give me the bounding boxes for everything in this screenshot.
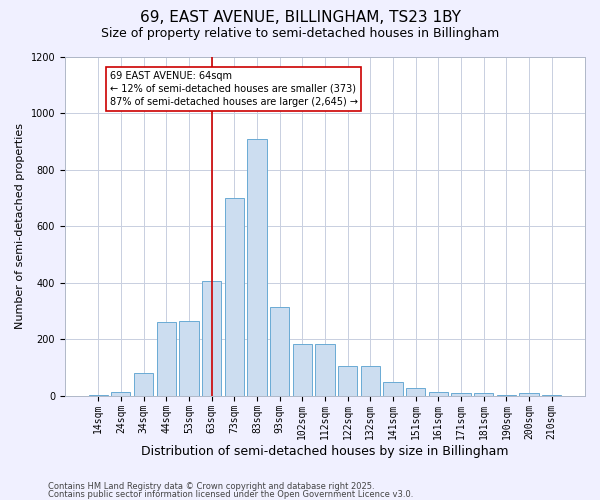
Bar: [428, 392, 448, 396]
Text: Size of property relative to semi-detached houses in Billingham: Size of property relative to semi-detach…: [101, 28, 499, 40]
Bar: [520, 393, 539, 396]
Bar: [338, 366, 357, 396]
Bar: [157, 322, 176, 396]
Bar: [179, 321, 199, 396]
Bar: [451, 393, 470, 396]
Bar: [383, 382, 403, 396]
Bar: [89, 394, 108, 396]
Y-axis label: Number of semi-detached properties: Number of semi-detached properties: [15, 124, 25, 330]
Bar: [361, 366, 380, 396]
Text: Contains public sector information licensed under the Open Government Licence v3: Contains public sector information licen…: [48, 490, 413, 499]
Bar: [542, 394, 562, 396]
Bar: [111, 392, 130, 396]
Bar: [474, 393, 493, 396]
Text: 69 EAST AVENUE: 64sqm
← 12% of semi-detached houses are smaller (373)
87% of sem: 69 EAST AVENUE: 64sqm ← 12% of semi-deta…: [110, 70, 358, 107]
Bar: [134, 374, 153, 396]
Bar: [316, 344, 335, 396]
Bar: [270, 307, 289, 396]
Bar: [406, 388, 425, 396]
Bar: [224, 198, 244, 396]
X-axis label: Distribution of semi-detached houses by size in Billingham: Distribution of semi-detached houses by …: [141, 444, 509, 458]
Bar: [497, 394, 516, 396]
Bar: [202, 282, 221, 396]
Text: 69, EAST AVENUE, BILLINGHAM, TS23 1BY: 69, EAST AVENUE, BILLINGHAM, TS23 1BY: [139, 10, 461, 25]
Bar: [247, 138, 266, 396]
Text: Contains HM Land Registry data © Crown copyright and database right 2025.: Contains HM Land Registry data © Crown c…: [48, 482, 374, 491]
Bar: [293, 344, 312, 396]
